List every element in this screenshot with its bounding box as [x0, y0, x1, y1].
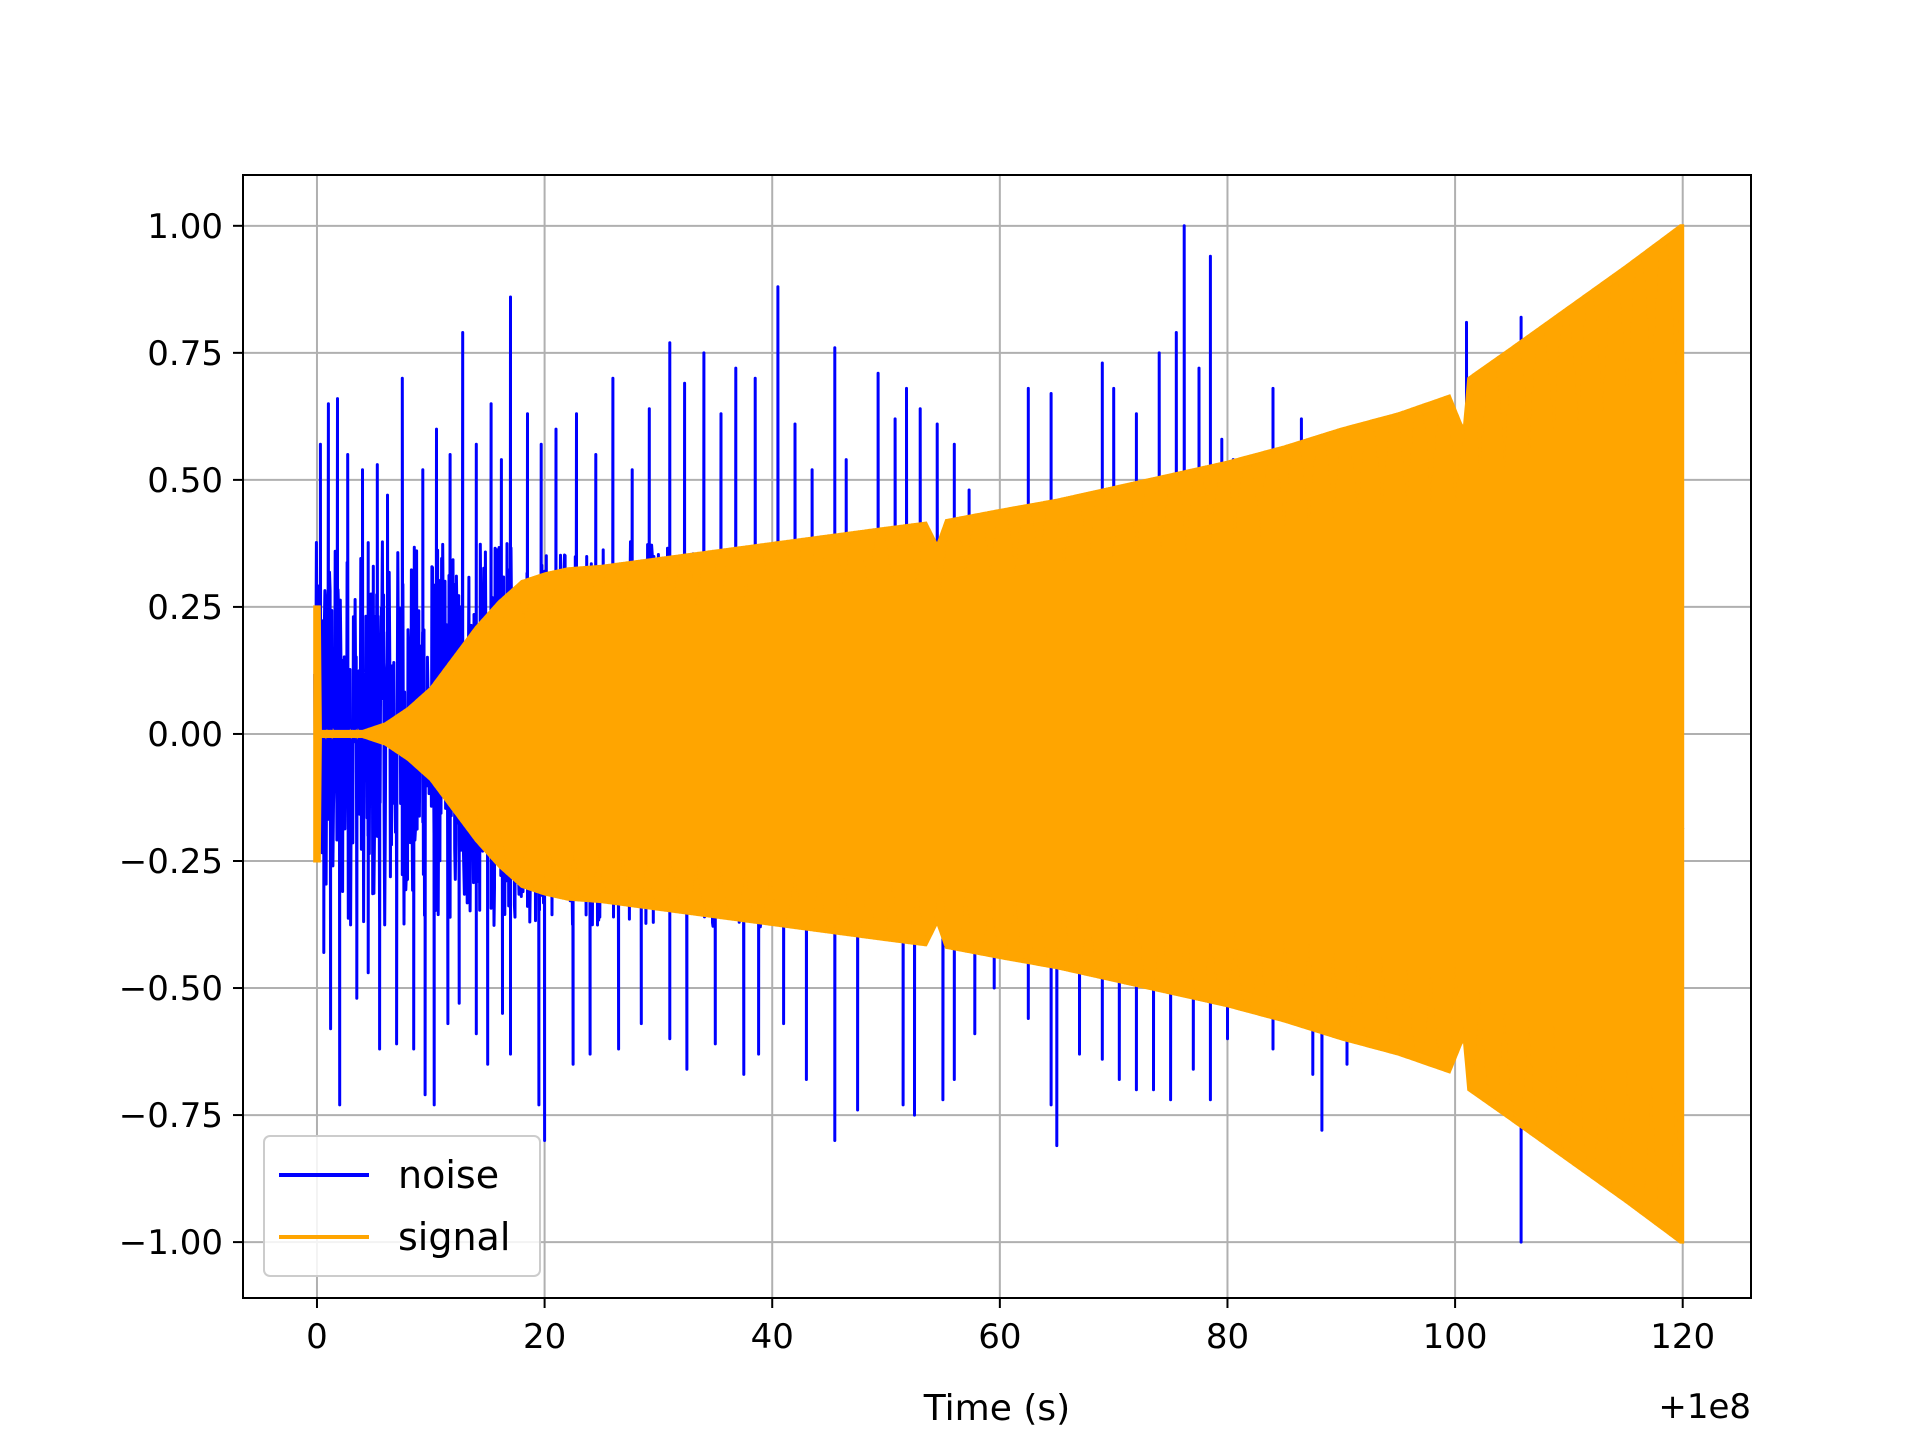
plot-frame — [242, 174, 1752, 1299]
y-tick-label: −0.25 — [119, 842, 223, 882]
axis-ticks: 0 20 40 60 80 100 120 1.00 0.75 0.50 0.25 0.00 −0.25… — [119, 207, 1715, 1357]
x-tick-label: 80 — [1206, 1317, 1249, 1357]
x-tick-label: 0 — [306, 1317, 328, 1357]
x-tick-label: 120 — [1650, 1317, 1715, 1357]
y-tick-label: 1.00 — [147, 207, 223, 247]
x-axis-offset-label: +1e8 — [1658, 1387, 1751, 1427]
y-tick-label: −0.50 — [119, 969, 223, 1009]
y-tick-label: 0.75 — [147, 334, 223, 374]
plot-area — [313, 224, 1685, 1244]
legend-label-noise: noise — [398, 1153, 499, 1197]
y-tick-label: −0.75 — [119, 1096, 223, 1136]
y-tick-label: 0.50 — [147, 461, 223, 501]
y-tick-label: −1.00 — [119, 1223, 223, 1263]
x-axis-label: Time (s) — [923, 1388, 1070, 1429]
x-tick-label: 20 — [523, 1317, 566, 1357]
legend-label-signal: signal — [398, 1215, 510, 1259]
x-tick-label: 60 — [978, 1317, 1021, 1357]
y-tick-label: 0.00 — [147, 715, 223, 755]
y-tick-label: 0.25 — [147, 588, 223, 628]
series-line-signal — [313, 238, 1684, 1230]
x-tick-label: 100 — [1423, 1317, 1488, 1357]
legend-box — [263, 1135, 541, 1277]
x-tick-label: 40 — [751, 1317, 794, 1357]
legend: noise signal — [263, 1135, 541, 1277]
